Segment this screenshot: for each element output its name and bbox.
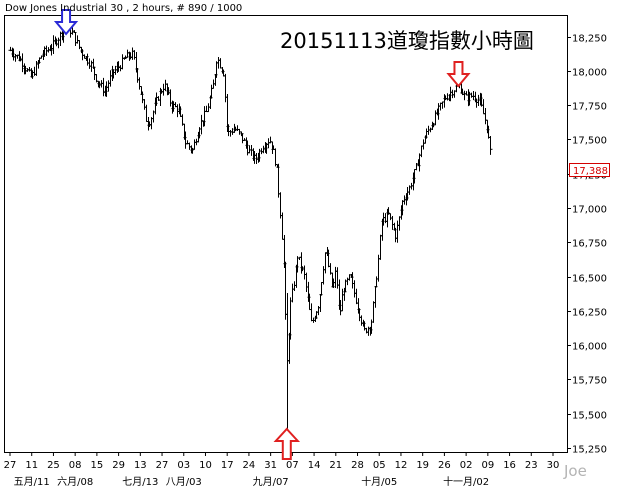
y-tick-label: 17,750: [572, 102, 607, 113]
x-tick-label: 21: [329, 460, 342, 471]
x-month-label: 十月/05: [361, 475, 397, 488]
y-tick-label: 15,750: [572, 376, 607, 387]
x-tick-label: 23: [525, 460, 538, 471]
x-axis: 27 11 25 08 15 29 13 27 03 10 17 24 31 07 14 21 28 05 12 19…: [4, 452, 560, 488]
x-tick-label: 14: [308, 460, 321, 471]
x-month-label: 八月/03: [166, 476, 202, 488]
x-tick-label: 27: [156, 460, 169, 471]
x-tick-label: 13: [134, 460, 147, 471]
x-month-label: 五月/11: [14, 476, 50, 488]
x-month-label: 七月/13: [122, 476, 158, 488]
x-month-label: 六月/08: [57, 476, 93, 488]
y-tick-label: 16,750: [572, 239, 607, 250]
x-tick-label: 30: [547, 460, 560, 471]
x-tick-label: 19: [416, 460, 429, 471]
x-tick-label: 29: [112, 460, 125, 471]
red-up-arrow-icon: [273, 427, 301, 460]
markers: [53, 9, 471, 460]
x-tick-label: 27: [4, 460, 17, 471]
chart-title: 20151113道瓊指數小時圖: [280, 29, 534, 53]
y-tick-label: 15,500: [572, 411, 607, 422]
x-tick-label: 15: [91, 460, 104, 471]
y-tick-label: 16,250: [572, 308, 607, 319]
x-tick-label: 08: [69, 460, 82, 471]
x-month-label: 九月/07: [253, 476, 289, 488]
y-tick-label: 18,000: [572, 68, 607, 79]
watermark: Joe: [563, 462, 587, 480]
last-price-box: [569, 163, 610, 177]
y-tick-label: 18,250: [572, 34, 607, 45]
y-tick-label: 17,000: [572, 205, 607, 216]
x-tick-label: 17: [221, 460, 234, 471]
x-tick-label: 25: [47, 460, 60, 471]
x-tick-label: 26: [438, 460, 451, 471]
x-tick-label: 28: [351, 460, 364, 471]
price-bars: [8, 20, 493, 429]
y-tick-label: 17,500: [572, 136, 607, 147]
x-tick-label: 16: [503, 460, 516, 471]
x-tick-label: 31: [264, 460, 277, 471]
x-month-label: 十一月/02: [443, 475, 489, 488]
y-tick-label: 15,250: [572, 445, 607, 456]
last-price-label: 17,388: [573, 166, 608, 177]
x-tick-label: 02: [460, 460, 473, 471]
y-tick-label: 16,500: [572, 274, 607, 285]
x-tick-label: 24: [243, 460, 256, 471]
x-tick-label: 07: [286, 460, 299, 471]
x-tick-label: 10: [199, 460, 212, 471]
blue-down-arrow-icon: [53, 9, 79, 36]
x-tick-label: 03: [177, 460, 190, 471]
x-tick-label: 05: [373, 460, 386, 471]
chart-header: Dow Jones Industrial 30 , 2 hours, # 890…: [5, 3, 242, 14]
x-tick-label: 09: [481, 460, 494, 471]
x-tick-label: 12: [395, 460, 408, 471]
x-tick-label: 11: [25, 460, 38, 471]
red-down-arrow-icon: [446, 61, 471, 88]
y-tick-label: 16,000: [572, 342, 607, 353]
